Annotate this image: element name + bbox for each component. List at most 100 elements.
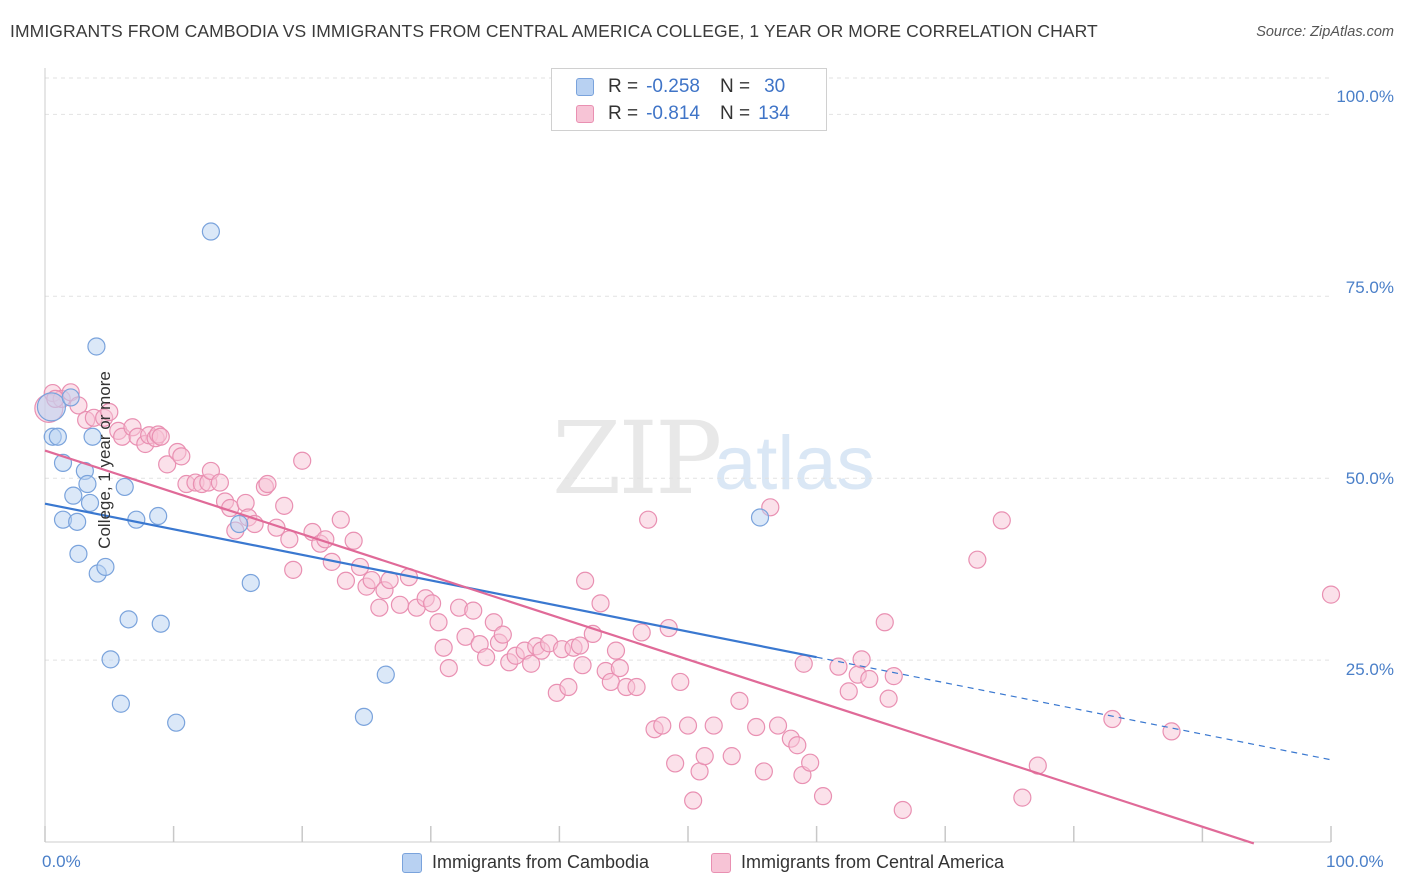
x-tick-label: 0.0% — [42, 852, 81, 871]
central-america-point — [429, 613, 448, 632]
legend-item-central-america[interactable]: Immigrants from Central America — [711, 852, 1004, 873]
legend-row-central-america: R = -0.814 N = 134 — [576, 101, 790, 127]
central-america-point — [684, 791, 703, 810]
n-value: 134 — [758, 103, 790, 124]
central-america-point — [280, 530, 299, 549]
central-america-point — [747, 717, 766, 737]
cambodia-point — [101, 650, 120, 669]
central-america-point — [464, 601, 483, 620]
central-america-point — [632, 623, 651, 642]
cambodia-point — [241, 573, 260, 593]
cambodia-point — [68, 512, 87, 531]
central-america-point — [992, 511, 1011, 530]
cambodia-point — [61, 388, 80, 407]
central-america-legend-icon — [711, 852, 731, 873]
cambodia-point — [111, 694, 130, 713]
central-america-point — [653, 716, 672, 735]
central-america-point — [151, 427, 170, 446]
central-america-point — [794, 654, 813, 673]
central-america-point — [1103, 709, 1122, 729]
central-america-point — [610, 658, 629, 678]
cambodia-point — [151, 614, 170, 633]
central-america-swatch-icon — [576, 105, 594, 123]
central-america-point — [559, 677, 578, 697]
central-america-point — [570, 636, 590, 655]
central-america-point — [439, 658, 458, 678]
central-america-point — [422, 594, 442, 613]
central-america-point — [801, 753, 820, 772]
cambodia-point — [376, 665, 395, 684]
central-america-point — [666, 754, 685, 773]
central-america-point — [968, 550, 987, 569]
cambodia-point — [64, 486, 83, 505]
cambodia-point — [167, 713, 186, 732]
y-tick-label: 50.0% — [1345, 469, 1394, 488]
central-america-point — [434, 638, 453, 657]
legend-label: Immigrants from Cambodia — [432, 852, 650, 872]
central-america-trend-line — [44, 449, 1255, 845]
r-label: R = — [608, 76, 639, 97]
central-america-point — [879, 689, 898, 708]
central-america-point — [754, 762, 773, 781]
y-tick-label: 25.0% — [1345, 660, 1394, 679]
central-america-point — [860, 669, 879, 689]
r-label: R = — [608, 103, 639, 124]
cambodia-point — [201, 222, 220, 241]
central-america-point — [275, 496, 294, 515]
central-america-point — [606, 641, 626, 660]
central-america-point — [1321, 585, 1341, 604]
n-label: N = — [719, 103, 751, 124]
central-america-point — [344, 531, 363, 550]
central-america-point — [484, 613, 503, 632]
r-value: -0.814 — [646, 103, 700, 124]
cambodia-point — [36, 392, 67, 422]
cambodia-point — [83, 427, 102, 446]
central-america-point — [768, 716, 788, 735]
central-america-point — [639, 510, 658, 529]
watermark-atlas: atlas — [714, 421, 875, 506]
central-america-point — [788, 736, 807, 755]
r-value: -0.258 — [646, 76, 700, 97]
cambodia-point — [354, 707, 374, 726]
legend-label: Immigrants from Central America — [741, 852, 1005, 872]
cambodia-point — [48, 427, 67, 446]
cambodia-point — [230, 514, 249, 534]
cambodia-point — [78, 474, 97, 494]
central-america-point — [456, 627, 475, 646]
central-america-point — [690, 762, 709, 781]
central-america-point — [875, 613, 894, 632]
legend-row-cambodia: R = -0.258 N = 30 — [576, 74, 785, 100]
n-label: N = — [719, 76, 751, 97]
central-america-point — [336, 571, 356, 590]
cambodia-point — [149, 506, 168, 526]
cambodia-point — [96, 557, 115, 577]
y-tick-label: 100.0% — [1336, 87, 1394, 106]
central-america-point — [893, 800, 912, 820]
central-america-point — [813, 787, 833, 806]
cambodia-point — [87, 337, 106, 356]
central-america-point — [704, 716, 723, 735]
y-axis-label: College, 1 year or more — [94, 371, 114, 549]
central-america-point — [493, 625, 512, 644]
legend-item-cambodia[interactable]: Immigrants from Cambodia — [402, 852, 649, 873]
central-america-point — [576, 571, 595, 590]
cambodia-point — [750, 508, 770, 527]
central-america-point — [695, 747, 714, 766]
central-america-point — [476, 648, 496, 667]
central-america-point — [158, 455, 177, 474]
n-value: 30 — [764, 76, 786, 97]
central-america-point — [839, 682, 858, 701]
source-label: Source: ZipAtlas.com — [1256, 24, 1394, 40]
central-america-point — [627, 677, 646, 697]
cambodia-trend-line — [44, 502, 817, 659]
cambodia-legend-icon — [402, 852, 422, 873]
central-america-point — [370, 598, 389, 617]
central-america-point — [331, 510, 350, 529]
central-america-point — [362, 570, 381, 590]
central-america-point — [573, 656, 592, 675]
correlation-legend: R = -0.258 N = 30 R = -0.814 N = 134 — [551, 68, 827, 131]
cambodia-point — [115, 477, 134, 497]
central-america-point — [284, 560, 303, 579]
central-america-point — [671, 672, 690, 692]
central-america-point — [852, 650, 871, 669]
